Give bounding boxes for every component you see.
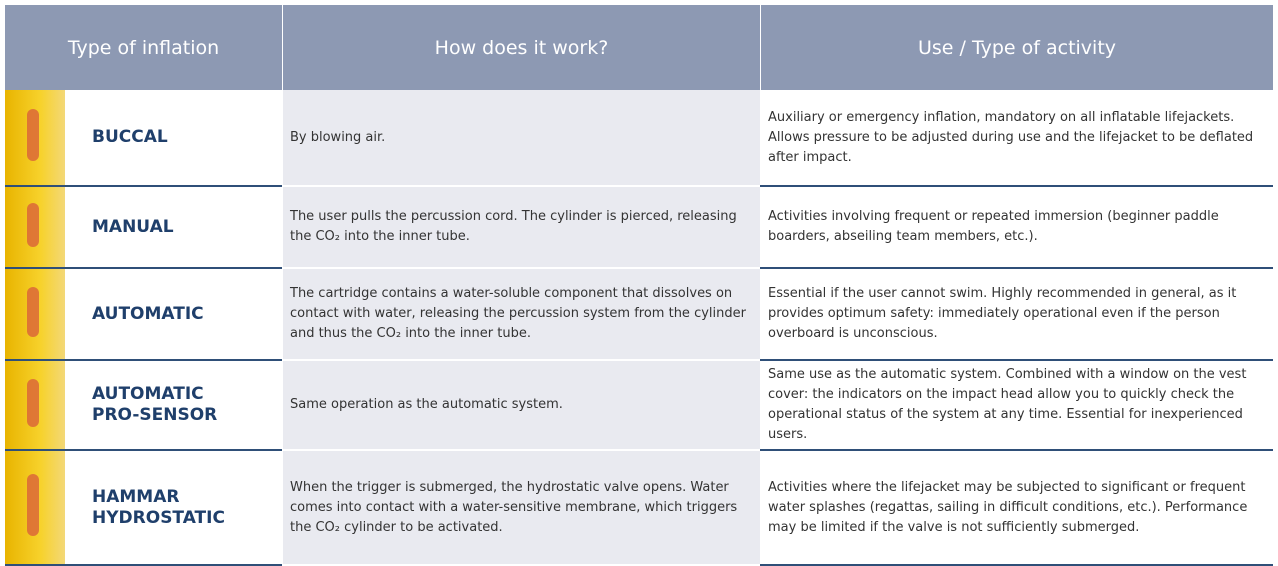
- product-photo: [5, 361, 65, 449]
- inflation-table: Type of inflation How does it work? Use / …: [5, 5, 1273, 566]
- how-cell: The user pulls the percussion cord. The …: [282, 187, 760, 269]
- use-cell: Activities where the lifejacket may be s…: [760, 451, 1273, 566]
- use-cell: Essential if the user cannot swim. Highl…: [760, 269, 1273, 361]
- header-cell: How does it work?: [282, 5, 760, 90]
- use-cell: Activities involving frequent or repeate…: [760, 187, 1273, 269]
- how-cell: When the trigger is submerged, the hydro…: [282, 451, 760, 566]
- type-cell: AUTOMATIC: [5, 269, 282, 361]
- product-photo: [5, 187, 65, 267]
- type-cell: MANUAL: [5, 187, 282, 269]
- how-cell: The cartridge contains a water-soluble c…: [282, 269, 760, 361]
- header-cell: Use / Type of activity: [760, 5, 1273, 90]
- type-name: MANUAL: [92, 216, 174, 237]
- how-cell: By blowing air.: [282, 90, 760, 187]
- product-photo: [5, 451, 65, 564]
- type-name: AUTOMATIC PRO-SENSOR: [92, 384, 218, 425]
- use-cell: Same use as the automatic system. Combin…: [760, 361, 1273, 451]
- how-cell: Same operation as the automatic system.: [282, 361, 760, 451]
- type-cell: AUTOMATIC PRO-SENSOR: [5, 361, 282, 451]
- type-cell: BUCCAL: [5, 90, 282, 187]
- product-photo: [5, 90, 65, 185]
- type-name: HAMMAR HYDROSTATIC: [92, 486, 225, 528]
- use-cell: Auxiliary or emergency inflation, mandat…: [760, 90, 1273, 187]
- type-cell: HAMMAR HYDROSTATIC: [5, 451, 282, 566]
- type-name: BUCCAL: [92, 127, 168, 147]
- product-photo: [5, 269, 65, 359]
- header-cell: Type of inflation: [5, 5, 282, 90]
- type-name: AUTOMATIC: [92, 303, 204, 324]
